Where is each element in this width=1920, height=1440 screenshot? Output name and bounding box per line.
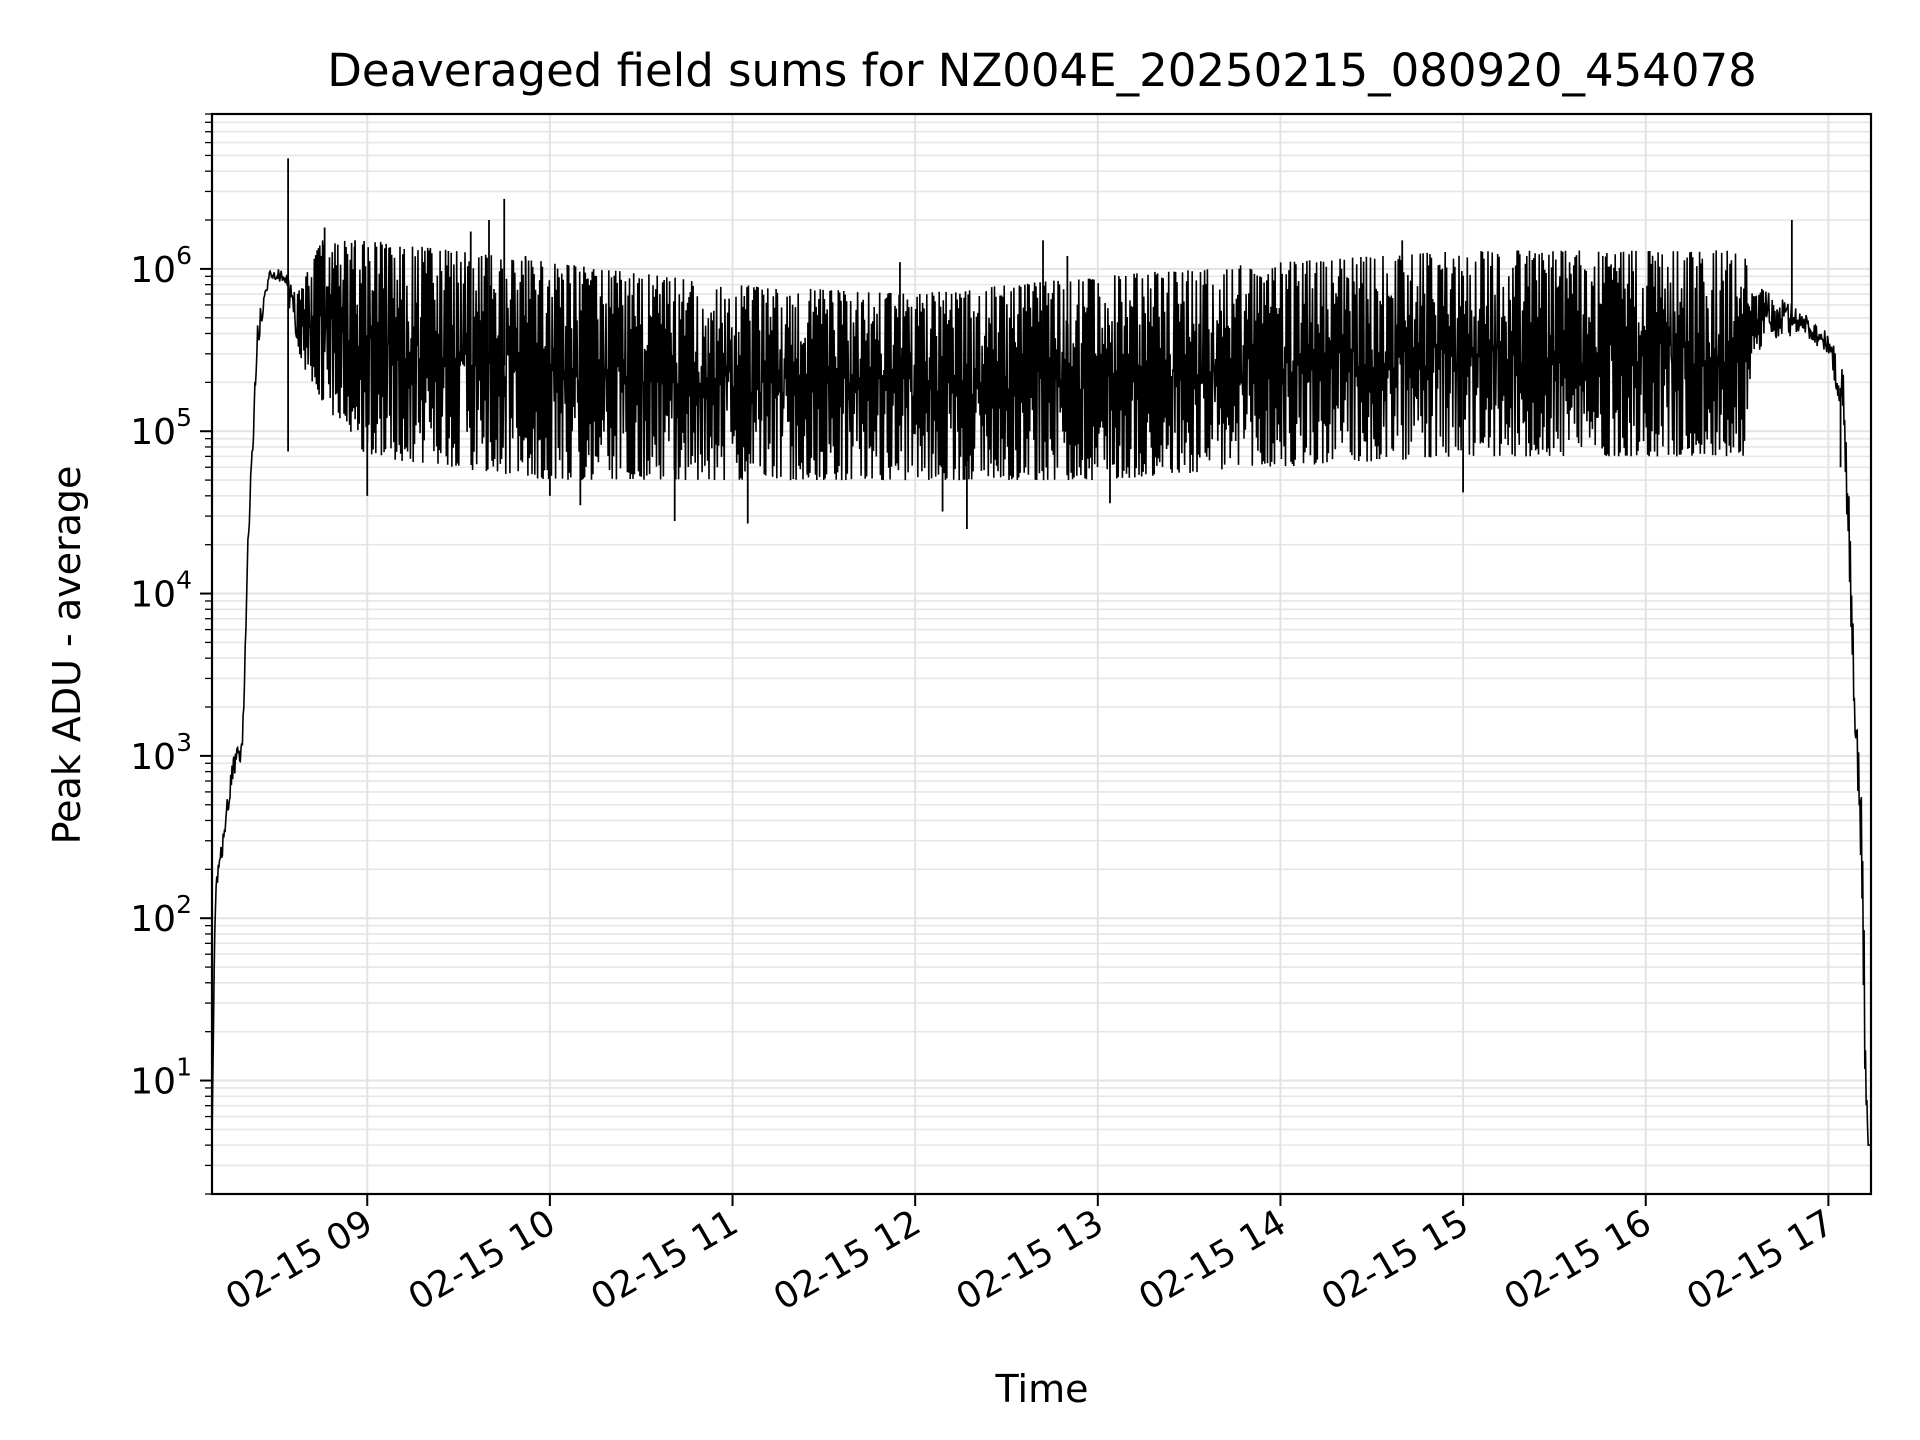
y-tick-base: 10	[130, 250, 176, 291]
x-tick-label: 02-15 14	[1132, 1202, 1293, 1318]
x-tick-label: 02-15 10	[402, 1202, 563, 1318]
chart-title: Deaveraged field sums for NZ004E_2025021…	[327, 44, 1756, 97]
y-tick-label: 104	[130, 566, 192, 616]
y-tick-label: 102	[130, 890, 192, 940]
x-tick-label: 02-15 09	[219, 1202, 380, 1318]
y-tick-exponent: 5	[176, 403, 192, 432]
y-tick-label: 105	[130, 403, 192, 453]
y-tick-label: 101	[130, 1053, 192, 1103]
y-tick-exponent: 6	[176, 241, 192, 270]
y-tick-base: 10	[130, 1062, 176, 1103]
data-layer	[211, 158, 1871, 1146]
series-line	[211, 240, 1871, 1146]
x-tick-label: 02-15 13	[950, 1202, 1111, 1318]
x-tick-label: 02-15 11	[584, 1202, 745, 1318]
y-tick-base: 10	[130, 412, 176, 453]
y-axis-label: Peak ADU - average	[45, 466, 89, 845]
plot-frame	[210, 112, 1873, 1196]
x-tick-label: 02-15 15	[1315, 1202, 1476, 1318]
y-tick-base: 10	[130, 575, 176, 616]
y-tick-exponent: 3	[176, 728, 192, 757]
y-tick-exponent: 4	[176, 566, 192, 595]
y-tick-label: 103	[130, 728, 192, 778]
y-tick-exponent: 1	[176, 1053, 192, 1082]
x-tick-label: 02-15 17	[1680, 1202, 1841, 1318]
x-tick-label: 02-15 12	[767, 1202, 928, 1318]
y-tick-label: 106	[130, 241, 192, 291]
x-tick-label: 02-15 16	[1498, 1202, 1659, 1318]
x-axis: 02-15 09 02-15 10 02-15 11 02-15 12 02-15 13…	[219, 1194, 1841, 1319]
y-tick-exponent: 2	[176, 890, 192, 919]
y-tick-base: 10	[130, 737, 176, 778]
x-axis-label: Time	[995, 1367, 1089, 1411]
y-tick-base: 10	[130, 899, 176, 940]
